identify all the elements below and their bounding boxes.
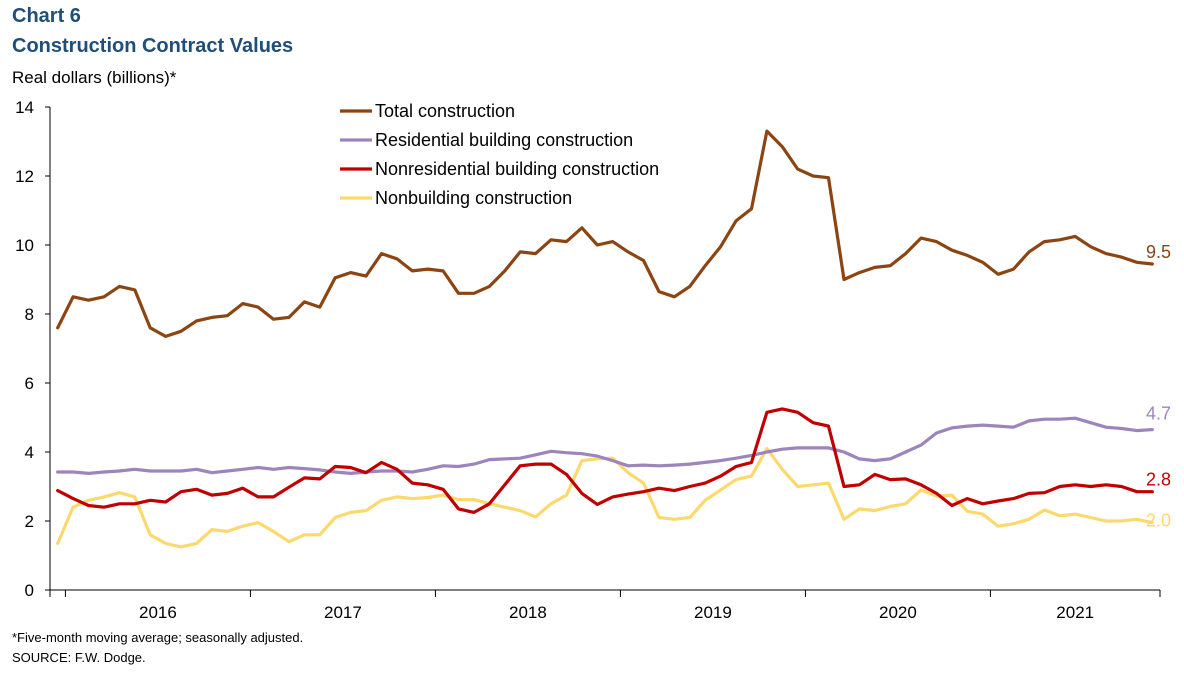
- y-tick-label: 6: [25, 374, 34, 393]
- series-line-nonresidential-building-construction: [56, 407, 1154, 515]
- axes: 0 2 4 6 8 10 12 14 2016 2017 2018 2019 2020 2021: [15, 98, 1161, 622]
- x-tick-label: 2021: [1056, 603, 1094, 622]
- x-tick-label: 2019: [694, 603, 732, 622]
- y-tick-label: 14: [15, 98, 34, 117]
- x-tick-label: 2016: [139, 603, 177, 622]
- legend-label: Nonbuilding construction: [375, 188, 572, 208]
- x-tick-label: 2017: [324, 603, 362, 622]
- end-label: 4.7: [1146, 404, 1171, 424]
- legend: Total construction Residential building c…: [340, 101, 659, 208]
- end-label: 2.0: [1146, 511, 1171, 531]
- chart-number: Chart 6: [12, 5, 81, 27]
- series-line-residential-building-construction: [56, 416, 1154, 475]
- y-tick-label: 0: [25, 581, 34, 600]
- legend-label: Total construction: [375, 101, 515, 121]
- legend-label: Nonresidential building construction: [375, 159, 659, 179]
- x-tick-label: 2020: [879, 603, 917, 622]
- end-label: 2.8: [1146, 470, 1171, 490]
- end-labels: 9.5 4.7 2.8 2.0: [1146, 242, 1171, 531]
- y-axis-label: Real dollars (billions)*: [12, 68, 177, 87]
- y-tick-label: 2: [25, 512, 34, 531]
- legend-label: Residential building construction: [375, 130, 633, 150]
- y-tick-label: 8: [25, 305, 34, 324]
- y-tick-label: 12: [15, 167, 34, 186]
- source-note: SOURCE: F.W. Dodge.: [12, 650, 146, 665]
- y-tick-label: 10: [15, 236, 34, 255]
- x-tick-label: 2018: [509, 603, 547, 622]
- series-line-total-construction: [56, 129, 1154, 338]
- y-tick-label: 4: [25, 443, 34, 462]
- series-layer: [56, 129, 1154, 549]
- footnote: *Five-month moving average; seasonally a…: [12, 630, 304, 645]
- chart-title: Construction Contract Values: [12, 35, 294, 57]
- end-label: 9.5: [1146, 242, 1171, 262]
- series-line-nonbuilding-construction: [56, 447, 1154, 549]
